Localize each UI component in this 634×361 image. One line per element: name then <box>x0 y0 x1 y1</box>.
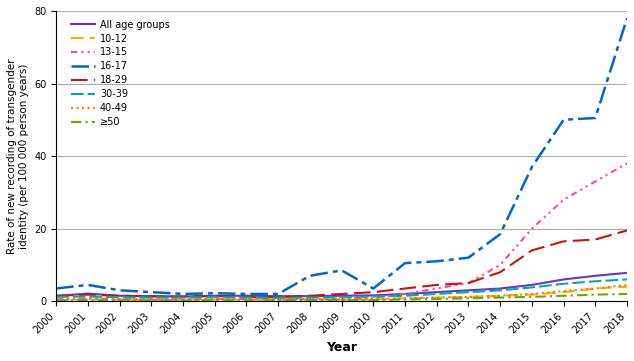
X-axis label: Year: Year <box>326 341 357 354</box>
Legend: All age groups, 10-12, 13-15, 16-17, 18-29, 30-39, 40-49, ≥50: All age groups, 10-12, 13-15, 16-17, 18-… <box>67 16 174 131</box>
Y-axis label: Rate of new recording of transgender
identity (per 100 000 person years): Rate of new recording of transgender ide… <box>7 58 29 254</box>
